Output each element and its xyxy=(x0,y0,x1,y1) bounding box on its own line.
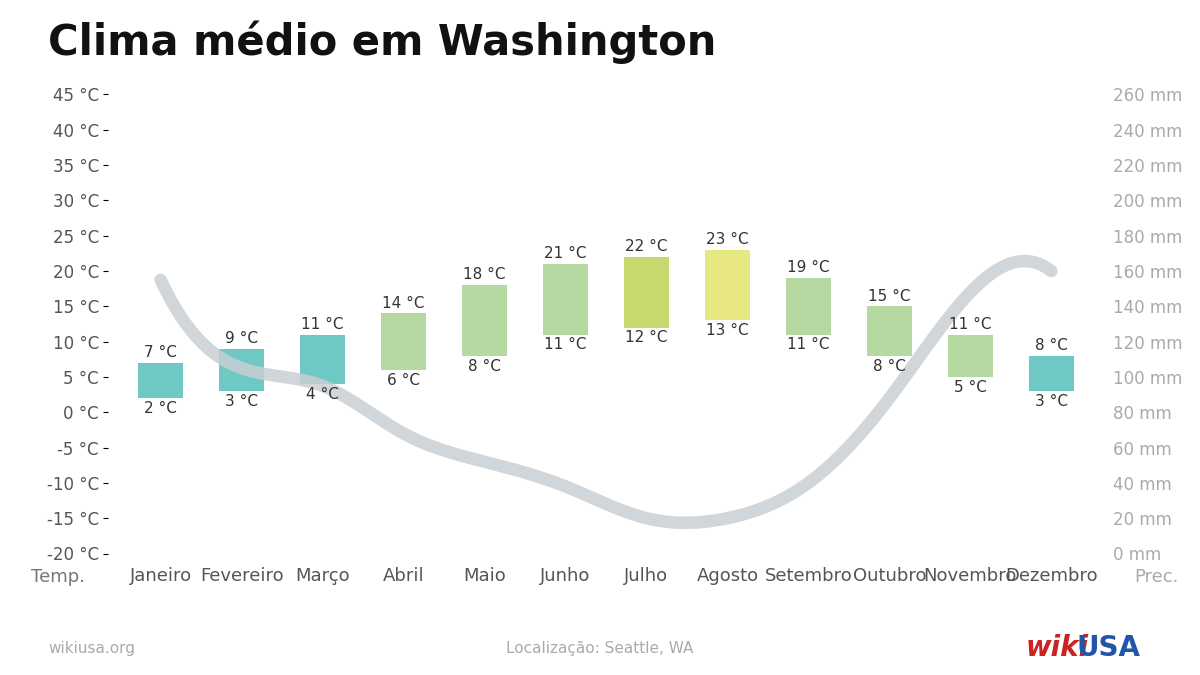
Bar xyxy=(624,257,668,327)
Text: 19 °C: 19 °C xyxy=(787,261,829,275)
Text: 18 °C: 18 °C xyxy=(463,267,505,282)
Text: Clima médio em Washington: Clima médio em Washington xyxy=(48,20,716,63)
Text: 11 °C: 11 °C xyxy=(301,317,344,332)
Text: 21 °C: 21 °C xyxy=(545,246,587,261)
Text: 8 °C: 8 °C xyxy=(872,358,906,373)
Text: 8 °C: 8 °C xyxy=(1034,338,1068,353)
Text: 11 °C: 11 °C xyxy=(949,317,991,332)
Text: 8 °C: 8 °C xyxy=(468,358,500,373)
Text: 6 °C: 6 °C xyxy=(388,373,420,387)
Text: 22 °C: 22 °C xyxy=(625,239,667,254)
Bar xyxy=(1030,356,1074,391)
Text: wiki: wiki xyxy=(1026,634,1090,662)
Text: Temp.: Temp. xyxy=(31,568,84,586)
Text: 12 °C: 12 °C xyxy=(625,330,667,346)
Text: wikiusa.org: wikiusa.org xyxy=(48,641,134,655)
Text: Localização: Seattle, WA: Localização: Seattle, WA xyxy=(506,641,694,655)
Bar xyxy=(868,306,912,356)
Bar xyxy=(706,250,750,321)
Text: 23 °C: 23 °C xyxy=(706,232,749,247)
Text: 9 °C: 9 °C xyxy=(226,331,258,346)
Text: 13 °C: 13 °C xyxy=(706,323,749,338)
Bar xyxy=(462,285,506,356)
Text: 15 °C: 15 °C xyxy=(868,288,911,304)
Text: 5 °C: 5 °C xyxy=(954,380,986,395)
Bar xyxy=(382,313,426,370)
Text: 11 °C: 11 °C xyxy=(787,338,829,352)
Text: USA: USA xyxy=(1076,634,1140,662)
Text: 11 °C: 11 °C xyxy=(545,338,587,352)
Bar xyxy=(948,335,992,377)
Bar xyxy=(786,278,830,335)
Text: 3 °C: 3 °C xyxy=(226,394,258,409)
Text: 7 °C: 7 °C xyxy=(144,345,178,360)
Bar xyxy=(300,335,344,384)
Text: 3 °C: 3 °C xyxy=(1034,394,1068,409)
Text: 4 °C: 4 °C xyxy=(306,387,340,402)
Text: 2 °C: 2 °C xyxy=(144,401,178,416)
Text: Prec.: Prec. xyxy=(1135,568,1178,586)
Bar xyxy=(544,264,588,335)
Bar xyxy=(220,349,264,391)
Bar xyxy=(138,363,182,398)
Text: 14 °C: 14 °C xyxy=(383,296,425,310)
